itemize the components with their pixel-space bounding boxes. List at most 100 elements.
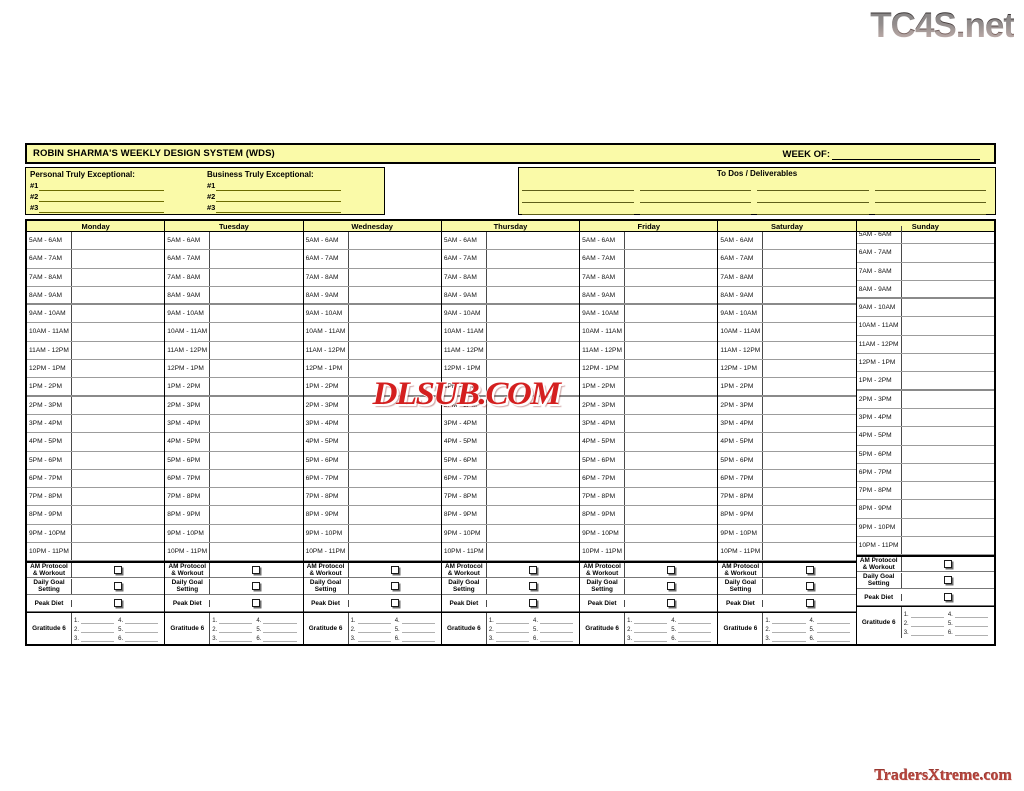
time-slot-row[interactable]: 1PM - 2PM xyxy=(580,378,718,397)
gratitude-line[interactable]: 3. xyxy=(351,633,395,643)
time-slot-row[interactable]: 5AM - 6AM xyxy=(27,232,165,251)
time-slot-row[interactable]: 8AM - 9AM xyxy=(718,286,856,306)
time-slot-entry[interactable] xyxy=(349,305,441,322)
time-slot-row[interactable]: 9PM - 10PM xyxy=(580,524,718,544)
time-slot-row[interactable]: 9PM - 10PM xyxy=(856,518,994,538)
time-slot-row[interactable]: 8AM - 9AM xyxy=(27,286,165,306)
personal-exceptional-item[interactable]: #3 xyxy=(30,202,207,213)
time-slot-row[interactable]: 1PM - 2PM xyxy=(165,378,303,397)
checkbox[interactable] xyxy=(943,576,952,585)
time-slot-entry[interactable] xyxy=(487,397,579,414)
time-slot-row[interactable]: 8AM - 9AM xyxy=(580,286,718,306)
time-slot-row[interactable]: 5PM - 6PM xyxy=(441,451,580,470)
time-slot-row[interactable]: 6PM - 7PM xyxy=(303,469,441,489)
time-slot-entry[interactable] xyxy=(625,360,717,377)
todo-input[interactable] xyxy=(874,203,986,215)
time-slot-row[interactable]: 6PM - 7PM xyxy=(441,469,580,489)
gratitude-input[interactable] xyxy=(772,625,806,634)
gratitude-line[interactable]: 6. xyxy=(118,633,162,643)
time-slot-entry[interactable] xyxy=(902,482,994,499)
time-slot-row[interactable]: 7AM - 8AM xyxy=(303,268,441,287)
time-slot-entry[interactable] xyxy=(349,360,441,377)
time-slot-entry[interactable] xyxy=(487,323,579,340)
checkbox[interactable] xyxy=(390,582,399,591)
checkbox[interactable] xyxy=(114,566,123,575)
time-slot-entry[interactable] xyxy=(487,360,579,377)
time-slot-row[interactable]: 3PM - 4PM xyxy=(303,414,441,434)
time-slot-row[interactable]: 10AM - 11AM xyxy=(718,323,856,342)
time-slot-entry[interactable] xyxy=(72,488,164,505)
time-slot-entry[interactable] xyxy=(625,323,717,340)
time-slot-entry[interactable] xyxy=(902,391,994,408)
time-slot-entry[interactable] xyxy=(72,269,164,286)
todo-input[interactable] xyxy=(874,191,986,203)
gratitude-input[interactable] xyxy=(219,616,253,625)
time-slot-entry[interactable] xyxy=(902,336,994,353)
gratitude-line[interactable]: 6. xyxy=(671,633,715,643)
time-slot-entry[interactable] xyxy=(349,470,441,487)
time-slot-entry[interactable] xyxy=(625,470,717,487)
time-slot-entry[interactable] xyxy=(72,342,164,359)
week-of-input[interactable] xyxy=(832,148,980,160)
checkbox[interactable] xyxy=(805,599,814,608)
time-slot-row[interactable]: 6AM - 7AM xyxy=(27,250,165,269)
time-slot-entry[interactable] xyxy=(349,250,441,267)
time-slot-entry[interactable] xyxy=(487,433,579,450)
time-slot-entry[interactable] xyxy=(72,397,164,414)
time-slot-entry[interactable] xyxy=(210,470,302,487)
gratitude-input[interactable] xyxy=(954,619,988,628)
time-slot-entry[interactable] xyxy=(72,506,164,523)
time-slot-entry[interactable] xyxy=(210,250,302,267)
gratitude-input[interactable] xyxy=(81,625,115,634)
time-slot-entry[interactable] xyxy=(763,397,855,414)
time-slot-entry[interactable] xyxy=(210,452,302,469)
time-slot-entry[interactable] xyxy=(487,525,579,542)
time-slot-entry[interactable] xyxy=(902,226,994,243)
time-slot-row[interactable]: 7PM - 8PM xyxy=(441,488,580,507)
time-slot-row[interactable]: 8PM - 9PM xyxy=(27,506,165,525)
time-slot-entry[interactable] xyxy=(210,488,302,505)
time-slot-row[interactable]: 10PM - 11PM xyxy=(718,543,856,562)
time-slot-row[interactable]: 11AM - 12PM xyxy=(303,341,441,361)
time-slot-row[interactable]: 6PM - 7PM xyxy=(856,463,994,483)
gratitude-input[interactable] xyxy=(539,625,574,634)
time-slot-row[interactable]: 7AM - 8AM xyxy=(718,268,856,287)
time-slot-row[interactable]: 3PM - 4PM xyxy=(718,414,856,434)
time-slot-entry[interactable] xyxy=(349,433,441,450)
time-slot-entry[interactable] xyxy=(72,287,164,303)
week-of-field[interactable]: WEEK OF: xyxy=(783,148,989,160)
time-slot-entry[interactable] xyxy=(625,488,717,505)
gratitude-line[interactable]: 3. xyxy=(489,633,533,643)
time-slot-row[interactable]: 5AM - 6AM xyxy=(580,232,718,251)
time-slot-entry[interactable] xyxy=(487,287,579,303)
checkbox[interactable] xyxy=(252,566,261,575)
checkbox[interactable] xyxy=(528,599,537,608)
todo-input[interactable] xyxy=(757,191,869,203)
time-slot-entry[interactable] xyxy=(349,488,441,505)
time-slot-row[interactable]: 3PM - 4PM xyxy=(27,414,165,434)
time-slot-row[interactable]: 7PM - 8PM xyxy=(165,488,303,507)
time-slot-row[interactable]: 11AM - 12PM xyxy=(165,341,303,361)
time-slot-row[interactable]: 11AM - 12PM xyxy=(718,341,856,361)
time-slot-entry[interactable] xyxy=(72,378,164,394)
time-slot-entry[interactable] xyxy=(763,415,855,432)
time-slot-entry[interactable] xyxy=(210,397,302,414)
time-slot-entry[interactable] xyxy=(349,232,441,249)
time-slot-row[interactable]: 9PM - 10PM xyxy=(27,524,165,544)
checkbox[interactable] xyxy=(667,582,676,591)
time-slot-entry[interactable] xyxy=(349,415,441,432)
time-slot-row[interactable]: 11AM - 12PM xyxy=(856,335,994,355)
gratitude-input[interactable] xyxy=(634,625,668,634)
gratitude-line[interactable]: 5. xyxy=(671,624,715,634)
gratitude-input[interactable] xyxy=(263,616,297,625)
time-slot-row[interactable]: 3PM - 4PM xyxy=(165,414,303,434)
time-slot-entry[interactable] xyxy=(210,543,302,560)
time-slot-entry[interactable] xyxy=(210,232,302,249)
time-slot-entry[interactable] xyxy=(487,506,579,523)
gratitude-input[interactable] xyxy=(125,634,159,643)
time-slot-row[interactable]: 6AM - 7AM xyxy=(580,250,718,269)
gratitude-line[interactable]: 1. xyxy=(904,609,948,619)
gratitude-line[interactable]: 3. xyxy=(765,633,809,643)
time-slot-entry[interactable] xyxy=(902,317,994,334)
time-slot-row[interactable]: 10AM - 11AM xyxy=(441,323,580,342)
